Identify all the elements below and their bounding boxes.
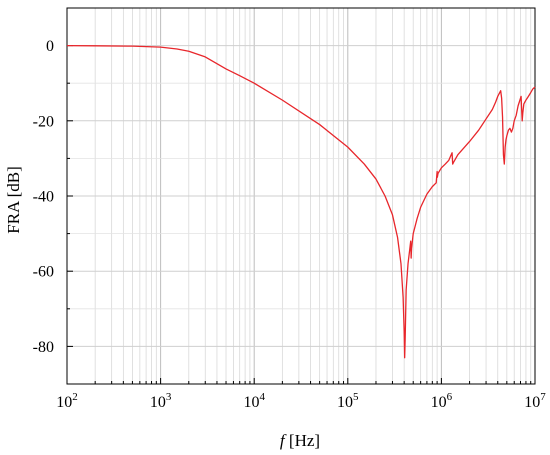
x-tick-label: 104: [243, 391, 265, 411]
series-line: [66, 44, 536, 359]
y-tick-labels: 0 -20 -40 -60 -80: [33, 38, 54, 356]
x-tick-label: 106: [431, 391, 453, 411]
x-tick-label: 105: [337, 391, 359, 411]
y-tick-label: 0: [46, 38, 54, 55]
y-tick-label: -60: [33, 264, 54, 281]
x-tick-label: 103: [150, 391, 172, 411]
y-axis-title: FRA [dB]: [4, 166, 23, 234]
tick-marks: [66, 7, 532, 385]
x-axis-unit: [Hz]: [285, 431, 320, 450]
y-tick-label: -20: [33, 113, 54, 130]
x-tick-label: 102: [56, 391, 78, 411]
series-layer: [66, 44, 536, 359]
y-tick-label: -40: [33, 189, 54, 206]
grid: [66, 7, 536, 385]
x-axis-variable: f: [280, 431, 287, 450]
x-axis-title: f [Hz]: [280, 431, 320, 450]
x-tick-label: 107: [524, 391, 546, 411]
x-tick-labels: 102 103 104 105 106 107: [56, 391, 546, 411]
y-tick-label: -80: [33, 339, 54, 356]
